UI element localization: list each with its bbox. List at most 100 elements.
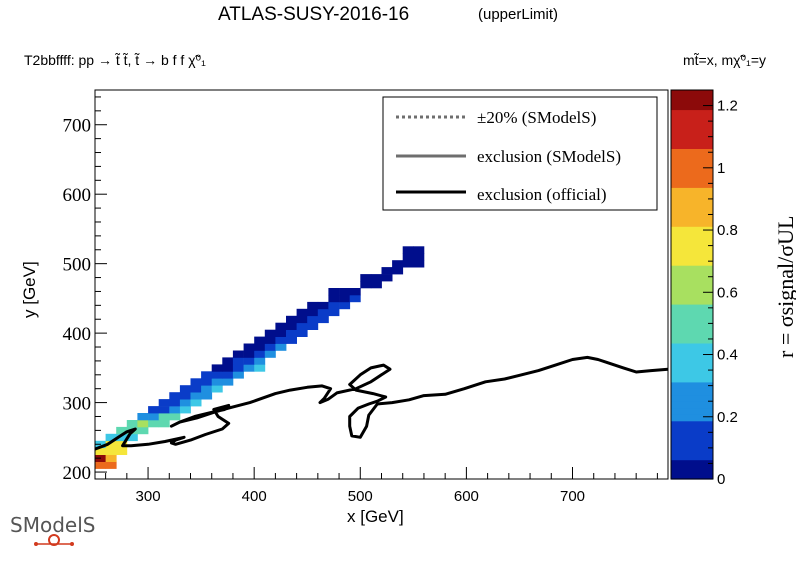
color-scale-segment xyxy=(671,459,713,467)
heatmap-cell xyxy=(328,294,340,303)
heatmap-cell xyxy=(179,392,191,400)
color-scale-segment xyxy=(671,453,713,461)
heatmap-cell xyxy=(201,392,213,400)
heatmap-cell xyxy=(137,420,149,428)
color-scale-segment xyxy=(671,148,713,156)
y-tick-label: 500 xyxy=(63,255,92,276)
heatmap-cell xyxy=(179,406,191,414)
heatmap-cell xyxy=(179,399,191,407)
color-scale-segment xyxy=(671,297,713,305)
heatmap-cell xyxy=(296,329,308,337)
color-scale-segment xyxy=(671,381,713,389)
heatmap-cell xyxy=(137,413,149,421)
color-scale-segment xyxy=(671,103,713,111)
color-scale-segment xyxy=(671,90,713,98)
heatmap-cell xyxy=(158,399,170,407)
heatmap-cell xyxy=(222,364,234,372)
heatmap-cell xyxy=(243,364,255,372)
color-scale-segment xyxy=(671,388,713,396)
color-scale-segment xyxy=(671,135,713,143)
z-tick-label: 0.6 xyxy=(717,284,738,301)
color-scale-segment xyxy=(671,187,713,195)
heatmap-cell xyxy=(95,461,106,469)
chart-title: ATLAS-SUSY-2016-16 xyxy=(218,4,410,25)
heatmap-cell xyxy=(148,420,160,428)
color-scale-frame xyxy=(670,89,714,480)
heatmap-cell xyxy=(402,260,414,268)
z-tick-label: 0 xyxy=(717,471,725,488)
color-scale-segment xyxy=(671,239,713,247)
color-scale-segment xyxy=(671,472,713,480)
heatmap-cell xyxy=(116,433,128,442)
heatmap-cell xyxy=(190,378,202,386)
heatmap-cells xyxy=(95,246,425,469)
heatmap-cell xyxy=(254,350,266,358)
heatmap-cell xyxy=(296,315,308,324)
color-scale-segment xyxy=(671,407,713,415)
color-scale-segment xyxy=(671,115,713,123)
heatmap-cell xyxy=(254,364,266,372)
y-tick-label: 400 xyxy=(63,324,92,345)
heatmap-cell xyxy=(169,406,181,414)
heatmap-cell xyxy=(317,301,329,310)
heatmap-cell xyxy=(232,371,244,379)
heatmap-cell xyxy=(137,426,149,435)
color-scale: 0 0.2 0.4 0.6 0.8 1 1.2 xyxy=(670,89,738,488)
color-scale-segment xyxy=(671,433,713,441)
heatmap-cell xyxy=(317,308,329,317)
heatmap-cell xyxy=(275,329,287,337)
color-scale-segment xyxy=(671,271,713,279)
color-scale-segment xyxy=(671,258,713,266)
color-scale-segment xyxy=(671,440,713,448)
color-scale-segment xyxy=(671,206,713,214)
color-scale-segment xyxy=(671,291,713,299)
heatmap-cell xyxy=(296,308,308,317)
heatmap-cell xyxy=(126,433,138,442)
smodels-logo: SModelS xyxy=(10,513,95,546)
chart-title-tag: (upperLimit) xyxy=(478,6,559,23)
color-scale-segment xyxy=(671,420,713,428)
heatmap-cell xyxy=(307,322,319,330)
heatmap-cell xyxy=(179,385,191,393)
heatmap-cell xyxy=(317,315,329,324)
axes-mapping-note: mt̃=x, mχ̃⁰₁=y xyxy=(682,52,766,68)
heatmap-cell xyxy=(116,426,128,435)
heatmap-cell xyxy=(158,420,170,428)
heatmap-cell xyxy=(190,399,202,407)
logo-text: SModelS xyxy=(10,513,95,537)
heatmap-cell xyxy=(243,357,255,365)
color-scale-segment xyxy=(671,213,713,221)
y-tick-label: 200 xyxy=(63,463,92,484)
color-scale-segment xyxy=(671,128,713,136)
color-scale-segment xyxy=(671,141,713,149)
color-scale-segment xyxy=(671,219,713,227)
heatmap-cell xyxy=(413,260,425,268)
heatmap-cell xyxy=(275,343,287,351)
heatmap-cell xyxy=(286,322,297,330)
y-tick-label: 300 xyxy=(63,394,92,415)
heatmap-cell xyxy=(105,461,117,469)
official-exclusion-line xyxy=(94,355,669,451)
heatmap-cell xyxy=(360,281,372,289)
heatmap-cell xyxy=(148,406,160,414)
color-scale-segment xyxy=(671,316,713,324)
color-scale-segment xyxy=(671,226,713,234)
heatmap-cell xyxy=(254,357,266,365)
color-scale-segment xyxy=(671,446,713,454)
color-scale-segment xyxy=(671,122,713,130)
color-scale-segment xyxy=(671,401,713,409)
heatmap-cell xyxy=(286,336,297,344)
x-axis: 300 400 500 600 700 xyxy=(105,467,658,505)
heatmap-cell xyxy=(254,343,266,351)
heatmap-cell xyxy=(381,274,393,282)
heatmap-cell xyxy=(286,329,297,337)
heatmap-cell xyxy=(201,378,213,386)
heatmap-cell xyxy=(222,371,234,379)
heatmap-cell xyxy=(307,301,319,310)
chart-subtitle: T2bbffff: pp → t̃ t̃, t̃ → b f f χ̃⁰₁ xyxy=(24,52,206,68)
heatmap-cell xyxy=(264,350,276,358)
color-scale-segment xyxy=(671,265,713,273)
x-tick-label: 300 xyxy=(136,488,161,505)
heatmap-cell xyxy=(413,246,425,254)
heatmap-cell xyxy=(328,288,340,296)
